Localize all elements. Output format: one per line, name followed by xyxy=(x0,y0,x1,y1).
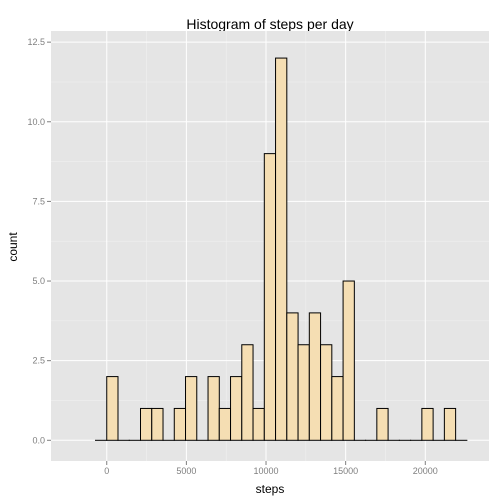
histogram-bar xyxy=(275,57,288,441)
histogram-bar xyxy=(241,344,254,441)
histogram-bar xyxy=(185,376,198,441)
x-tick-label: 20000 xyxy=(413,466,438,476)
histogram-bar xyxy=(207,376,220,441)
x-tick-label: 15000 xyxy=(333,466,358,476)
histogram-bar xyxy=(443,407,457,441)
histogram-bar xyxy=(376,407,389,441)
histogram-bar xyxy=(218,407,232,441)
histogram-bar xyxy=(151,407,164,441)
histogram-bar xyxy=(297,344,310,441)
histogram-bar xyxy=(252,407,265,441)
x-tick-label: 10000 xyxy=(254,466,279,476)
histogram-bars xyxy=(94,57,468,441)
histogram-bar xyxy=(140,407,153,441)
x-tick-label: 5000 xyxy=(176,466,196,476)
histogram-bar xyxy=(308,312,322,441)
y-tick-label: 0.0 xyxy=(32,435,45,445)
y-tick-label: 5.0 xyxy=(32,276,45,286)
y-tick-label: 7.5 xyxy=(32,196,45,206)
histogram-bar xyxy=(331,376,344,441)
y-axis-ticks: 0.0 2.5 5.0 7.5 10.0 12.5 xyxy=(27,37,51,445)
y-axis-title: count xyxy=(6,232,20,262)
chart-title: Histogram of steps per day xyxy=(186,16,353,32)
histogram-bar xyxy=(230,376,243,441)
histogram-bar xyxy=(286,312,299,441)
y-tick-label: 2.5 xyxy=(32,356,45,366)
x-axis-ticks: 0 5000 10000 15000 20000 xyxy=(104,461,438,476)
x-tick-label: 0 xyxy=(104,466,109,476)
histogram-bar xyxy=(263,153,277,441)
y-tick-label: 12.5 xyxy=(27,37,45,47)
histogram-bar xyxy=(421,407,434,441)
histogram-bar xyxy=(320,344,333,441)
y-tick-label: 10.0 xyxy=(27,117,45,127)
histogram-bar xyxy=(173,407,187,441)
histogram-bar xyxy=(342,280,355,441)
histogram-bar xyxy=(106,376,119,441)
x-axis-title: steps xyxy=(256,482,285,496)
